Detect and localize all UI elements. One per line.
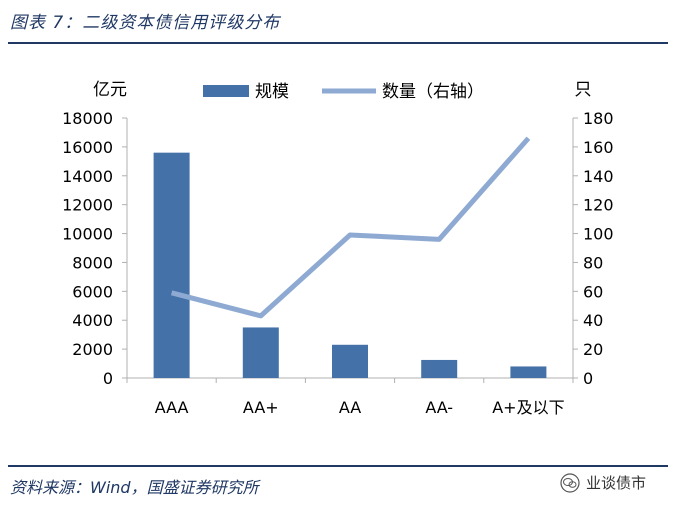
legend-bar-swatch [203,85,249,97]
right-tick-label: 100 [583,225,614,244]
left-tick-label: 4000 [72,311,113,330]
x-tick-label: AAA [155,398,189,417]
bottom-divider [8,465,668,467]
left-tick-label: 6000 [72,282,113,301]
right-tick-label: 0 [583,369,593,388]
legend-bar-label: 规模 [255,82,289,102]
wechat-icon [560,472,580,493]
source-note: 资料来源：Wind，国盛证券研究所 [10,478,259,497]
right-tick-label: 180 [583,109,614,128]
left-tick-label: 14000 [62,167,113,186]
x-tick-label: A+及以下 [492,398,564,417]
right-tick-label: 140 [583,167,614,186]
x-tick-label: AA+ [243,398,279,417]
x-tick-label: AA- [425,398,453,417]
legend: 规模 数量（右轴） [203,82,484,102]
line-series [170,136,531,319]
left-tick-label: 0 [103,369,113,388]
right-tick-label: 60 [583,282,603,301]
right-tick-label: 40 [583,311,603,330]
left-tick-label: 10000 [62,225,113,244]
bar [242,327,279,378]
bar [421,359,458,378]
y-axis-right-label: 只 [575,80,592,100]
left-tick-label: 2000 [72,340,113,359]
legend-line-label: 数量（右轴） [382,82,484,102]
x-tick-label: AA [339,398,361,417]
bar [153,152,190,378]
right-tick-label: 80 [583,253,603,272]
left-tick-label: 8000 [72,253,113,272]
bar [510,366,547,378]
y-axis-left-label: 亿元 [93,80,127,100]
top-divider [8,42,668,44]
watermark-text: 业谈债市 [586,474,647,492]
right-tick-label: 160 [583,138,614,157]
left-tick-label: 18000 [62,109,113,128]
chart-axes: 0 2000 4000 6000 8000 10000 12000 14000 16000 180… [62,80,613,417]
bar-series [153,152,547,378]
right-tick-label: 120 [583,196,614,215]
bar [332,344,368,378]
watermark: 业谈债市 [560,472,646,493]
chart-title: 图表 7：二级资本债信用评级分布 [10,13,281,33]
left-tick-label: 16000 [62,138,113,157]
left-tick-label: 12000 [62,196,113,215]
right-tick-label: 20 [583,340,603,359]
series-line [170,136,531,319]
